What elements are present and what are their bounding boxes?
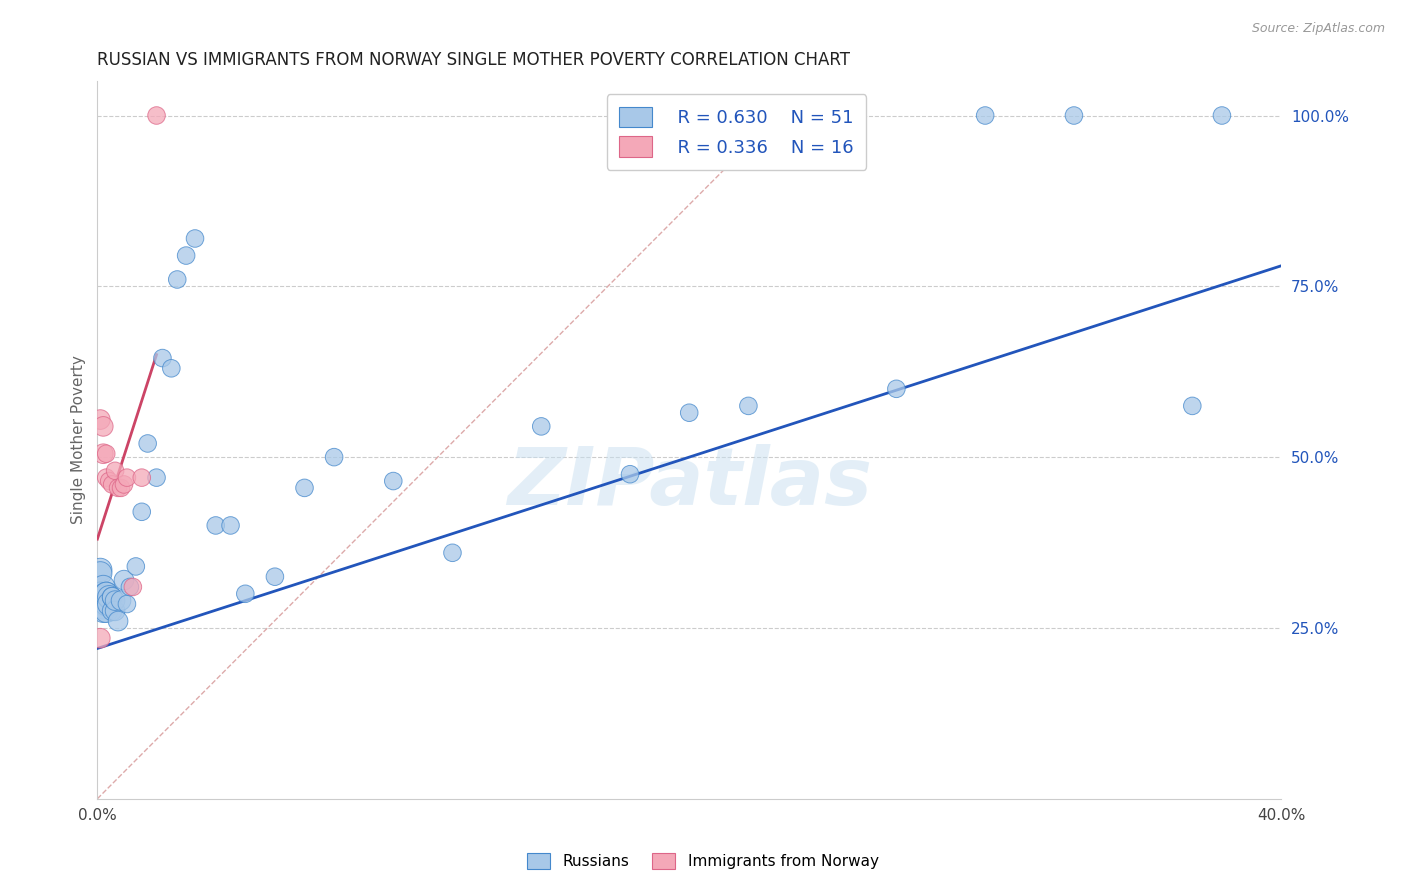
Point — [96, 470, 118, 484]
Point — [125, 559, 148, 574]
Point — [145, 108, 167, 122]
Point — [145, 470, 167, 484]
Point — [91, 419, 114, 434]
Point — [96, 447, 118, 461]
Point — [184, 231, 207, 245]
Point — [382, 474, 405, 488]
Point — [91, 447, 114, 461]
Point — [678, 406, 700, 420]
Point — [96, 597, 118, 611]
Point — [441, 546, 464, 560]
Point — [115, 597, 138, 611]
Point — [104, 604, 127, 618]
Point — [115, 470, 138, 484]
Point — [101, 591, 124, 605]
Point — [530, 419, 553, 434]
Point — [737, 399, 759, 413]
Point — [1181, 399, 1204, 413]
Point — [112, 477, 135, 491]
Point — [131, 505, 153, 519]
Point — [91, 600, 114, 615]
Point — [104, 464, 127, 478]
Point — [118, 580, 141, 594]
Point — [89, 563, 111, 577]
Point — [89, 631, 111, 645]
Point — [104, 593, 127, 607]
Point — [107, 614, 129, 628]
Point — [98, 591, 121, 605]
Point — [98, 474, 121, 488]
Point — [98, 597, 121, 611]
Point — [101, 591, 124, 605]
Point — [886, 382, 908, 396]
Point — [166, 272, 188, 286]
Point — [323, 450, 346, 464]
Point — [91, 591, 114, 605]
Point — [233, 587, 256, 601]
Y-axis label: Single Mother Poverty: Single Mother Poverty — [72, 356, 86, 524]
Point — [136, 436, 159, 450]
Point — [1211, 108, 1233, 122]
Point — [112, 573, 135, 587]
Point — [204, 518, 226, 533]
Point — [89, 591, 111, 605]
Point — [110, 481, 132, 495]
Point — [91, 580, 114, 594]
Point — [101, 604, 124, 618]
Point — [91, 604, 114, 618]
Text: ZIPatlas: ZIPatlas — [506, 444, 872, 522]
Point — [89, 412, 111, 426]
Point — [96, 604, 118, 618]
Point — [174, 249, 197, 263]
Point — [294, 481, 316, 495]
Point — [96, 587, 118, 601]
Point — [219, 518, 242, 533]
Point — [101, 477, 124, 491]
Point — [152, 351, 174, 365]
Text: RUSSIAN VS IMMIGRANTS FROM NORWAY SINGLE MOTHER POVERTY CORRELATION CHART: RUSSIAN VS IMMIGRANTS FROM NORWAY SINGLE… — [97, 51, 851, 69]
Legend:   R = 0.630    N = 51,   R = 0.336    N = 16: R = 0.630 N = 51, R = 0.336 N = 16 — [606, 94, 866, 170]
Text: Source: ZipAtlas.com: Source: ZipAtlas.com — [1251, 22, 1385, 36]
Point — [91, 597, 114, 611]
Point — [107, 481, 129, 495]
Point — [619, 467, 641, 482]
Point — [974, 108, 997, 122]
Point — [89, 587, 111, 601]
Point — [89, 566, 111, 581]
Point — [1063, 108, 1085, 122]
Point — [160, 361, 183, 376]
Point — [131, 470, 153, 484]
Point — [96, 587, 118, 601]
Point — [264, 570, 287, 584]
Point — [121, 580, 143, 594]
Point — [110, 593, 132, 607]
Legend: Russians, Immigrants from Norway: Russians, Immigrants from Norway — [522, 847, 884, 875]
